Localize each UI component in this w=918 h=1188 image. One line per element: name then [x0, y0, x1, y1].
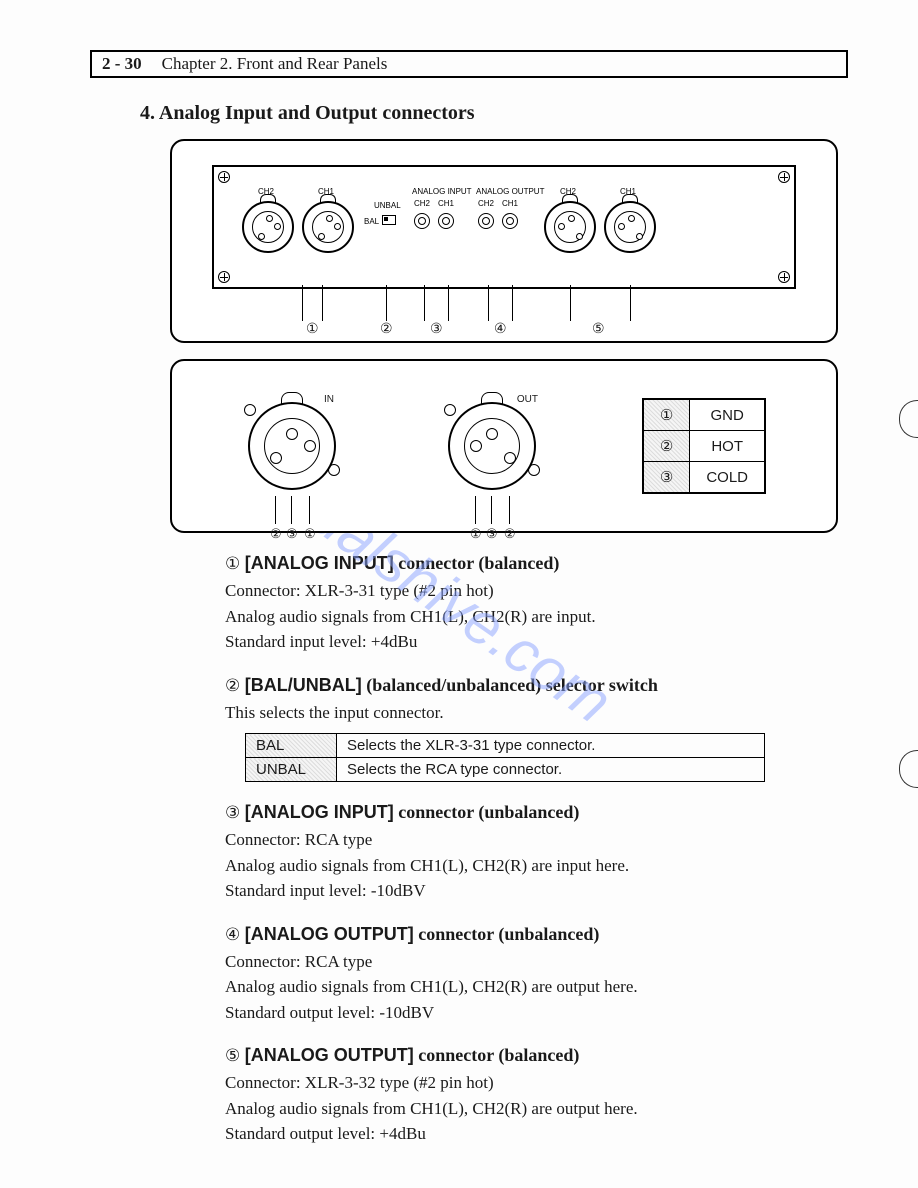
- chapter-title: Chapter 2. Front and Rear Panels: [162, 54, 388, 74]
- callout-line: [302, 285, 303, 321]
- callout-line: [448, 285, 449, 321]
- xlr-output-ch1: [604, 201, 656, 253]
- xlr-input-ch1: [302, 201, 354, 253]
- screw-icon: [218, 171, 230, 183]
- xlr-input-ch2: [242, 201, 294, 253]
- rca-out-ch2: [478, 213, 494, 229]
- label-ch1: CH1: [318, 187, 334, 196]
- item-heading: ⑤ [ANALOG OUTPUT] connector (balanced): [225, 1045, 818, 1066]
- punch-hole: [899, 400, 918, 438]
- callout-5: ⑤: [592, 321, 605, 338]
- screw-icon: [778, 271, 790, 283]
- page-number: 2 - 30: [102, 54, 142, 74]
- item-4: ④ [ANALOG OUTPUT] connector (unbalanced)…: [225, 924, 818, 1026]
- item-heading: ② [BAL/UNBAL] (balanced/unbalanced) sele…: [225, 675, 818, 696]
- label-rca-ch1: CH1: [438, 199, 454, 208]
- item-3: ③ [ANALOG INPUT] connector (unbalanced) …: [225, 802, 818, 904]
- panel-outline: CH2 CH1 UNBAL BAL ANALOG INPUT CH2 CH1 A…: [212, 165, 796, 289]
- xlr-in-detail: IN ② ③ ①: [242, 396, 342, 496]
- callout-line: [488, 285, 489, 321]
- label-xlr-out-ch1: CH1: [620, 187, 636, 196]
- pin-table: ①GND ②HOT ③COLD: [642, 398, 766, 494]
- label-rca-ch1: CH1: [502, 199, 518, 208]
- rca-in-ch1: [438, 213, 454, 229]
- item-1: ① [ANALOG INPUT] connector (balanced) Co…: [225, 553, 818, 655]
- item-5: ⑤ [ANALOG OUTPUT] connector (balanced) C…: [225, 1045, 818, 1147]
- label-ch2: CH2: [258, 187, 274, 196]
- label-xlr-out-ch2: CH2: [560, 187, 576, 196]
- manual-page: manualshive.com 2 - 30 Chapter 2. Front …: [0, 0, 918, 1188]
- callout-line: [630, 285, 631, 321]
- page-header: 2 - 30 Chapter 2. Front and Rear Panels: [90, 50, 848, 78]
- callout-line: [424, 285, 425, 321]
- item-2: ② [BAL/UNBAL] (balanced/unbalanced) sele…: [225, 675, 818, 783]
- punch-hole: [899, 750, 918, 788]
- callout-line: [512, 285, 513, 321]
- callout-line: [570, 285, 571, 321]
- item-heading: ④ [ANALOG OUTPUT] connector (unbalanced): [225, 924, 818, 945]
- label-rca-ch2: CH2: [478, 199, 494, 208]
- callout-4: ④: [494, 321, 507, 338]
- rca-in-ch2: [414, 213, 430, 229]
- label-unbal: UNBAL: [374, 201, 401, 210]
- selector-switch: [382, 215, 396, 225]
- callout-1: ①: [306, 321, 319, 338]
- xlr-output-ch2: [544, 201, 596, 253]
- callout-line: [386, 285, 387, 321]
- figure-pin-detail: IN ② ③ ① OUT ① ③ ② ①GND ②HOT: [170, 359, 838, 533]
- item-heading: ③ [ANALOG INPUT] connector (unbalanced): [225, 802, 818, 823]
- screw-icon: [778, 171, 790, 183]
- callout-3: ③: [430, 321, 443, 338]
- figure-rear-panel: CH2 CH1 UNBAL BAL ANALOG INPUT CH2 CH1 A…: [170, 139, 838, 343]
- section-title: 4. Analog Input and Output connectors: [140, 102, 848, 125]
- selector-table: BALSelects the XLR-3-31 type connector. …: [245, 733, 765, 782]
- label-analog-input: ANALOG INPUT: [412, 187, 472, 196]
- callout-2: ②: [380, 321, 393, 338]
- rca-out-ch1: [502, 213, 518, 229]
- item-heading: ① [ANALOG INPUT] connector (balanced): [225, 553, 818, 574]
- screw-icon: [218, 271, 230, 283]
- label-bal: BAL: [364, 217, 379, 226]
- label-rca-ch2: CH2: [414, 199, 430, 208]
- xlr-out-detail: OUT ① ③ ②: [442, 396, 542, 496]
- callout-line: [322, 285, 323, 321]
- label-analog-output: ANALOG OUTPUT: [476, 187, 544, 196]
